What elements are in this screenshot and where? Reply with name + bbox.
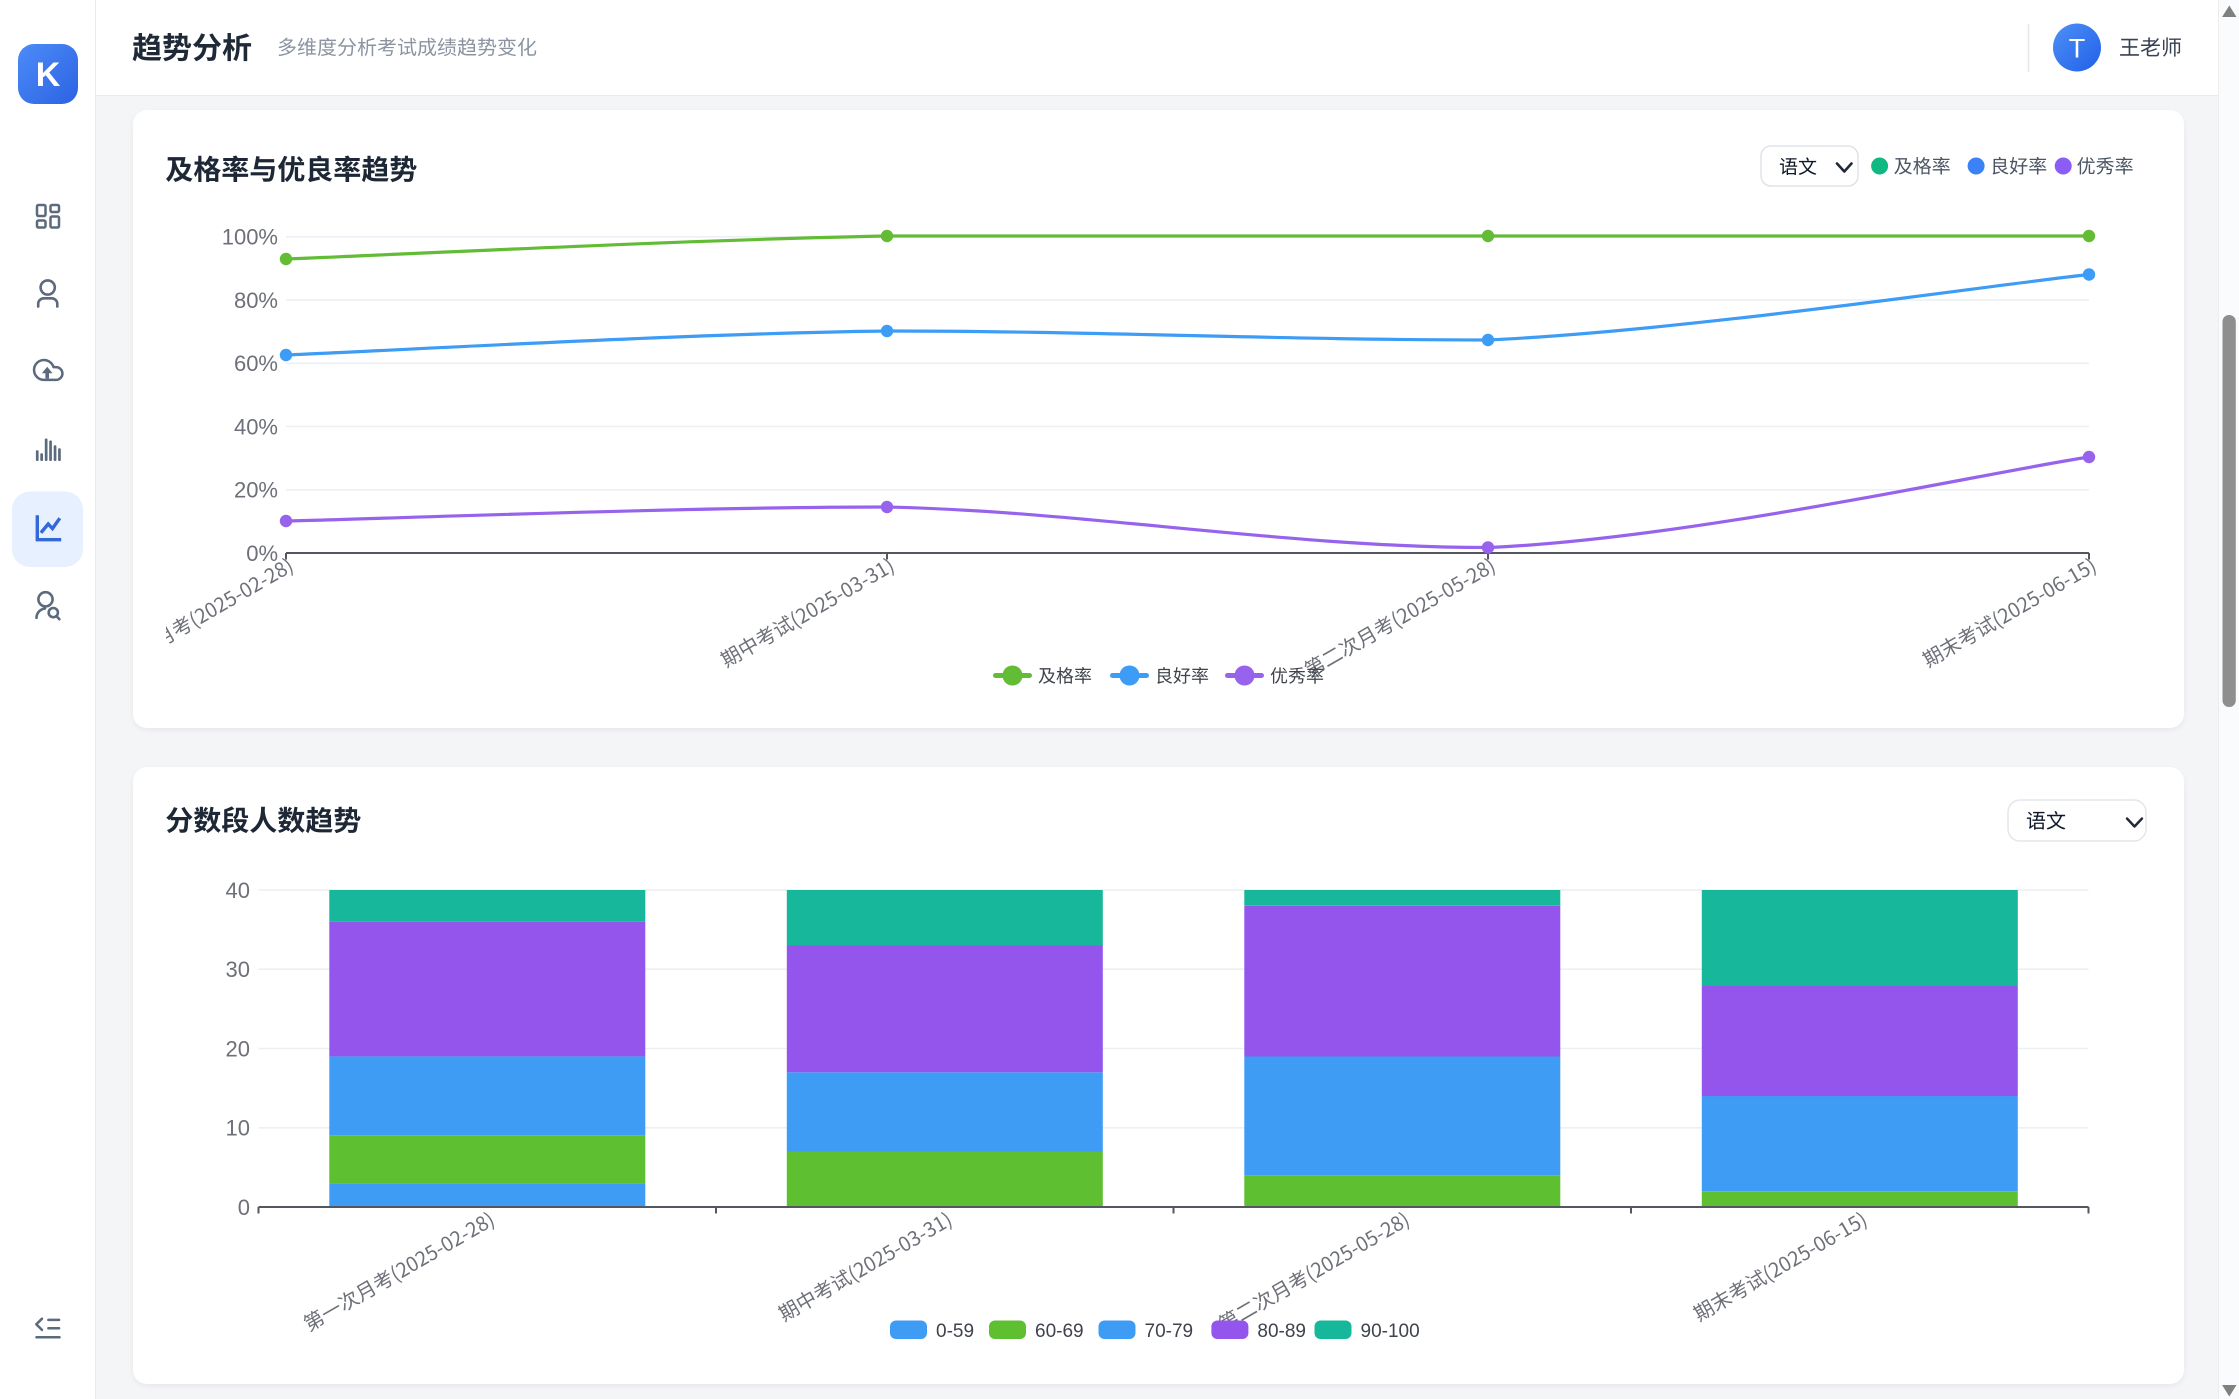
svg-text:40: 40 xyxy=(226,878,250,903)
svg-text:40%: 40% xyxy=(234,414,278,439)
svg-text:T: T xyxy=(2069,34,2086,64)
svg-text:100%: 100% xyxy=(222,225,278,250)
svg-text:0: 0 xyxy=(238,1195,250,1220)
svg-text:60%: 60% xyxy=(234,351,278,376)
svg-text:70-79: 70-79 xyxy=(1145,1321,1194,1342)
svg-text:80%: 80% xyxy=(234,288,278,313)
svg-text:0%: 0% xyxy=(246,541,278,566)
svg-text:30: 30 xyxy=(226,957,250,982)
svg-text:0-59: 0-59 xyxy=(936,1321,974,1342)
svg-text:80-89: 80-89 xyxy=(1257,1321,1306,1342)
svg-text:10: 10 xyxy=(226,1116,250,1141)
svg-text:20: 20 xyxy=(226,1036,250,1061)
svg-text:60-69: 60-69 xyxy=(1035,1321,1084,1342)
svg-text:20%: 20% xyxy=(234,478,278,503)
svg-text:90-100: 90-100 xyxy=(1361,1321,1420,1342)
svg-text:K: K xyxy=(36,56,61,94)
